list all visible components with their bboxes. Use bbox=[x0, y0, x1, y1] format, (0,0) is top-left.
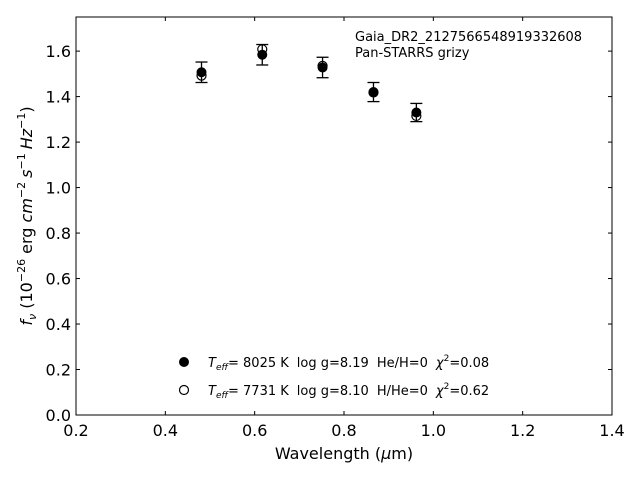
x-tick-label: 0.2 bbox=[63, 421, 88, 440]
legend-marker-open bbox=[178, 384, 190, 396]
data-marks bbox=[195, 43, 423, 123]
x-tick-label: 1.2 bbox=[510, 421, 535, 440]
y-tick-label: 1.0 bbox=[46, 179, 71, 198]
legend-marker-filled bbox=[179, 357, 189, 367]
y-tick-label: 1.4 bbox=[46, 88, 71, 107]
x-tick-label: 1.4 bbox=[599, 421, 624, 440]
y-axis: 0.0 0.2 0.4 0.6 0.8 1.0 1.2 1.4 1.6 bbox=[46, 42, 612, 425]
plot-area: 0.2 0.4 0.6 0.8 1.0 1.2 1.4 0.00.20.40.60.81.0… bbox=[46, 16, 625, 440]
x-tick-label: 0.6 bbox=[242, 421, 267, 440]
y-tick-label: 0.2 bbox=[46, 361, 71, 380]
y-tick-label: 0.6 bbox=[46, 270, 71, 289]
observed-point-filled bbox=[411, 107, 422, 118]
y-tick-label: 0.0 bbox=[46, 406, 71, 425]
y-tick-label: 1.2 bbox=[46, 133, 71, 152]
y-axis-label: fν (10−26 erg cm−2s−1Hz−1) bbox=[15, 106, 39, 325]
y-tick-label: 1.6 bbox=[46, 42, 71, 61]
x-tick-label: 0.8 bbox=[331, 421, 356, 440]
x-tick-label: 0.4 bbox=[153, 421, 178, 440]
y-tick-label: 0.8 bbox=[46, 224, 71, 243]
observed-point-filled bbox=[196, 67, 207, 78]
observed-point-filled bbox=[368, 87, 379, 98]
annotation-line-2: Pan-STARRS grizy bbox=[355, 46, 470, 61]
x-axis-label: Wavelength (μm) bbox=[275, 444, 413, 463]
annotation-line-1: Gaia_DR2_2127566548919332608 bbox=[355, 30, 582, 45]
y-tick-label: 0.4 bbox=[46, 315, 71, 334]
x-tick-label: 1.0 bbox=[421, 421, 446, 440]
observed-point-filled bbox=[257, 49, 268, 60]
x-axis: 0.2 0.4 0.6 0.8 1.0 1.2 1.4 bbox=[63, 17, 625, 440]
observed-point-filled bbox=[317, 62, 328, 73]
